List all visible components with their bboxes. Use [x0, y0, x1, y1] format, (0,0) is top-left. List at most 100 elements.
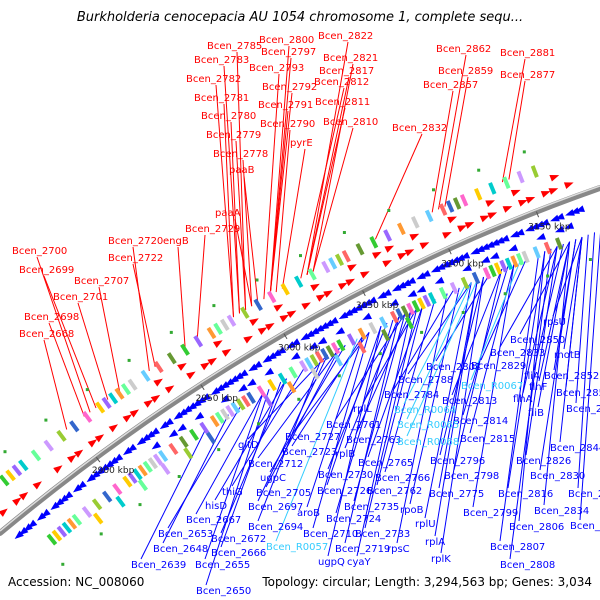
gc-marker	[169, 330, 173, 334]
backbone-tick	[200, 384, 205, 391]
reverse-gene-label: hisD	[205, 501, 227, 512]
reverse-gene-label: Bcen_2650	[196, 586, 251, 597]
reverse-gene-label: Bcen_2667	[186, 515, 241, 526]
reverse-gene-label-leader	[384, 299, 436, 473]
backbone-tick-label: 2950 kbp	[196, 394, 239, 404]
reverse-gene-label-leader	[438, 279, 478, 489]
reverse-gene-arrow	[406, 277, 417, 285]
reverse-gene-label: Bcen_2730	[318, 470, 373, 481]
forward-gene-arrow	[360, 271, 370, 279]
reverse-gene-label: Bcen_2850	[510, 335, 565, 346]
reverse-gene-label: Bcen_2712	[248, 459, 303, 470]
forward-gene-arrow	[0, 508, 8, 517]
reverse-gene-arrow	[338, 311, 349, 320]
forward-category-block	[69, 420, 80, 433]
reverse-gene-arrow	[220, 395, 231, 403]
forward-gene-label: Bcen_2701	[53, 292, 108, 303]
reverse-gene-label: Bcen_2796	[430, 456, 485, 467]
reverse-gene-label-leader	[396, 293, 448, 544]
backbone-tick-label: 3000 kbp	[278, 344, 321, 354]
forward-category-block	[321, 260, 331, 274]
reverse-category-block	[51, 529, 63, 542]
reverse-gene-label-leader	[559, 236, 583, 443]
reverse-category-block	[493, 262, 503, 275]
forward-gene-arrow	[186, 371, 196, 380]
forward-gene-arrow	[87, 439, 98, 448]
reverse-category-block	[286, 381, 297, 394]
reverse-category-block	[333, 354, 344, 367]
forward-gene-arrow	[485, 200, 495, 207]
reverse-category-block	[330, 341, 341, 355]
reverse-category-block	[127, 471, 138, 484]
reverse-gene-label: Bcen_2763	[346, 435, 401, 446]
forward-gene-label: Bcen_2698	[24, 312, 79, 323]
forward-category-block	[383, 229, 393, 242]
forward-gene-arrow	[265, 323, 275, 331]
reverse-category-block	[277, 372, 288, 385]
reverse-gene-arrow	[416, 272, 426, 280]
reverse-category-block	[188, 428, 200, 441]
reverse-gene-arrow	[109, 456, 119, 466]
reverse-gene-arrow	[14, 530, 24, 539]
reverse-gene-arrow	[178, 408, 188, 417]
reverse-gene-arrow	[434, 276, 445, 284]
reverse-category-block	[515, 252, 525, 266]
reverse-gene-arrow	[489, 252, 500, 259]
reverse-gene-label: Bcen_2672	[211, 534, 266, 545]
reverse-gene-label: Bcen_2784	[384, 390, 439, 401]
reverse-gene-label-leader	[518, 251, 546, 522]
reverse-gene-arrow	[475, 245, 485, 253]
forward-gene-arrow	[382, 260, 392, 268]
forward-category-block	[334, 253, 345, 267]
forward-gene-label-leader	[132, 246, 150, 371]
reverse-gene-arrow	[508, 244, 519, 251]
backbone-highlight	[0, 185, 600, 532]
reverse-gene-arrow	[530, 222, 540, 230]
chromosome-backbone	[0, 185, 600, 536]
reverse-gene-arrow	[564, 222, 575, 229]
gene-feature-tracks	[0, 150, 592, 566]
reverse-gene-arrow	[276, 346, 287, 355]
forward-gene-arrow	[397, 252, 407, 260]
forward-gene-label-leader	[263, 73, 280, 300]
reverse-category-block	[504, 257, 514, 271]
forward-gene-label-leader	[132, 263, 156, 368]
forward-category-block	[445, 200, 455, 213]
gc-marker	[378, 352, 382, 356]
reverse-category-block	[246, 391, 256, 404]
forward-gene-label: Bcen_2699	[19, 265, 74, 276]
forward-gene-label-leader	[48, 322, 85, 417]
forward-gene-label-leader	[234, 218, 253, 307]
reverse-gene-arrow	[19, 526, 29, 536]
reverse-gene-arrow	[536, 233, 546, 240]
reverse-gene-arrow	[192, 399, 202, 408]
forward-category-block	[206, 326, 217, 340]
reverse-gene-label-leader	[453, 268, 503, 471]
reverse-gene-label-leader	[525, 246, 558, 456]
reverse-gene-label-leader	[327, 325, 382, 557]
reverse-gene-label: Bcen_2765	[358, 458, 413, 469]
reverse-gene-arrow	[317, 336, 328, 345]
forward-category-block	[307, 268, 317, 281]
forward-gene-label: paaA	[215, 208, 241, 219]
reverse-gene-label: Bcen_2860	[566, 404, 600, 415]
rna-gene-label: Bcen_R0067	[461, 381, 523, 392]
reverse-category-block	[91, 498, 103, 511]
reverse-category-block	[288, 366, 298, 379]
map-title: Burkholderia cenocepacia AU 1054 chromos…	[76, 10, 524, 25]
gc-marker	[337, 374, 341, 378]
gc-marker	[522, 150, 526, 154]
backbone-tick	[535, 211, 540, 218]
forward-gene-label: Bcen_2810	[323, 117, 378, 128]
reverse-category-block	[438, 286, 448, 300]
reverse-gene-label-leader	[499, 253, 540, 542]
rna-gene-label-leader	[406, 282, 472, 420]
reverse-gene-arrow	[151, 441, 162, 450]
forward-gene-label-leader	[508, 80, 526, 180]
reverse-gene-arrow	[136, 437, 147, 446]
rna-gene-label: Bcen_R0068	[397, 437, 459, 448]
reverse-category-block	[304, 357, 314, 370]
backbone-tick	[362, 290, 366, 297]
reverse-category-block	[46, 533, 58, 546]
